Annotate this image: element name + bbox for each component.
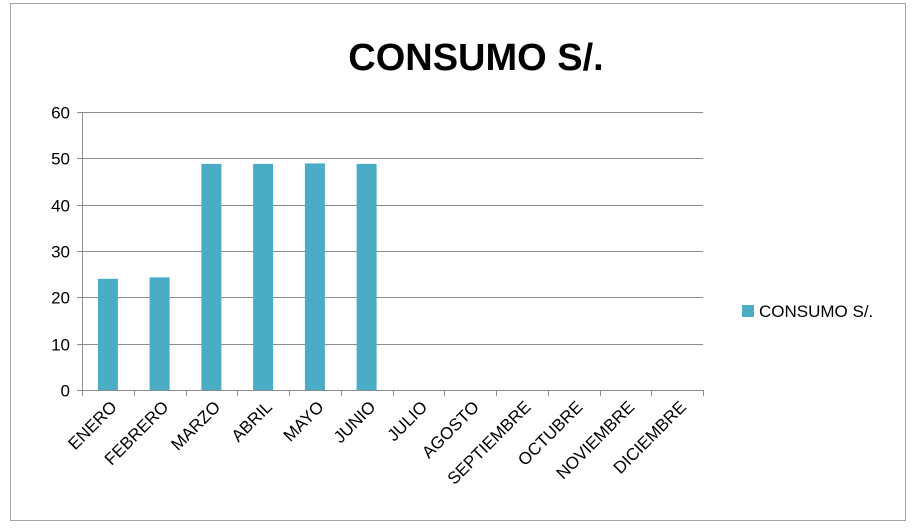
y-tick-labels: 0 10 20 30 40 50 60	[51, 104, 70, 401]
bar	[201, 163, 222, 390]
y-tick-label: 10	[51, 336, 70, 355]
y-tick-label: 40	[51, 197, 70, 216]
y-tick-label: 60	[51, 104, 70, 123]
y-tick-label: 50	[51, 150, 70, 169]
axes	[82, 112, 704, 396]
bar	[97, 278, 118, 390]
chart-frame	[10, 3, 906, 521]
y-tick-label: 20	[51, 289, 70, 308]
y-tick-label: 0	[61, 382, 70, 401]
y-tick-label: 30	[51, 243, 70, 262]
bar	[304, 163, 325, 390]
legend-swatch	[742, 305, 754, 317]
legend-label: CONSUMO S/.	[759, 302, 873, 321]
bar	[253, 163, 274, 390]
bar	[356, 163, 377, 390]
bar	[149, 277, 170, 390]
legend: CONSUMO S/.	[742, 302, 873, 321]
chart-title: CONSUMO S/.	[348, 37, 603, 79]
bars	[97, 163, 377, 390]
gridlines	[77, 112, 703, 391]
